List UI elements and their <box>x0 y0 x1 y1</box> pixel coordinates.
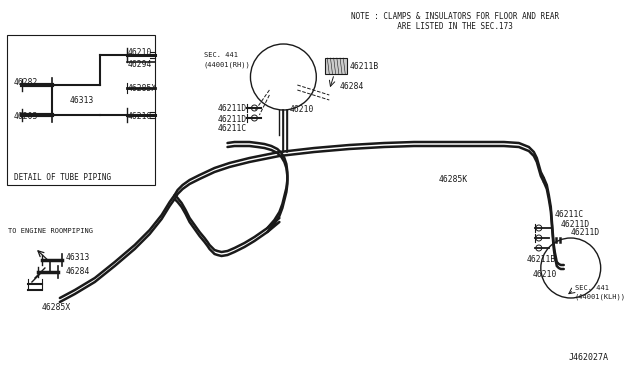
Bar <box>325 58 348 74</box>
Text: J462027A: J462027A <box>569 353 609 362</box>
Text: 46284: 46284 <box>66 267 90 276</box>
Text: 46294: 46294 <box>128 60 152 69</box>
Text: 46211C: 46211C <box>555 210 584 219</box>
Text: 46313: 46313 <box>66 253 90 263</box>
Text: 46211B: 46211B <box>527 255 556 264</box>
Text: (44001(RH)): (44001(RH)) <box>204 61 250 67</box>
Text: (44001(KLH)): (44001(KLH)) <box>575 294 626 301</box>
Text: 46285X: 46285X <box>128 84 157 93</box>
Text: 46210: 46210 <box>128 48 152 57</box>
Text: TO ENGINE ROOMPIPING: TO ENGINE ROOMPIPING <box>8 228 93 234</box>
Text: 46282: 46282 <box>14 77 38 87</box>
Text: 46211C: 46211C <box>218 124 247 133</box>
Text: SEC. 441: SEC. 441 <box>204 52 237 58</box>
Bar <box>7 35 155 185</box>
Text: 46203: 46203 <box>14 112 38 121</box>
Text: 46285K: 46285K <box>439 175 468 184</box>
Text: 46285X: 46285X <box>42 304 71 312</box>
Text: NOTE : CLAMPS & INSULATORS FOR FLOOR AND REAR: NOTE : CLAMPS & INSULATORS FOR FLOOR AND… <box>351 12 559 21</box>
Text: 46210: 46210 <box>289 105 314 114</box>
Text: SEC. 441: SEC. 441 <box>575 285 609 291</box>
Text: ARE LISTED IN THE SEC.173: ARE LISTED IN THE SEC.173 <box>351 22 513 31</box>
Text: 46210: 46210 <box>128 112 152 121</box>
Text: 46284: 46284 <box>339 82 364 91</box>
Text: 46211B: 46211B <box>349 62 378 71</box>
Text: 46210: 46210 <box>533 270 557 279</box>
Text: 46211D: 46211D <box>218 104 247 113</box>
Text: 46211D: 46211D <box>218 115 247 124</box>
Text: 46211D: 46211D <box>561 220 590 229</box>
Text: 46211D: 46211D <box>571 228 600 237</box>
Text: 46313: 46313 <box>70 96 94 105</box>
Text: DETAIL OF TUBE PIPING: DETAIL OF TUBE PIPING <box>14 173 111 182</box>
